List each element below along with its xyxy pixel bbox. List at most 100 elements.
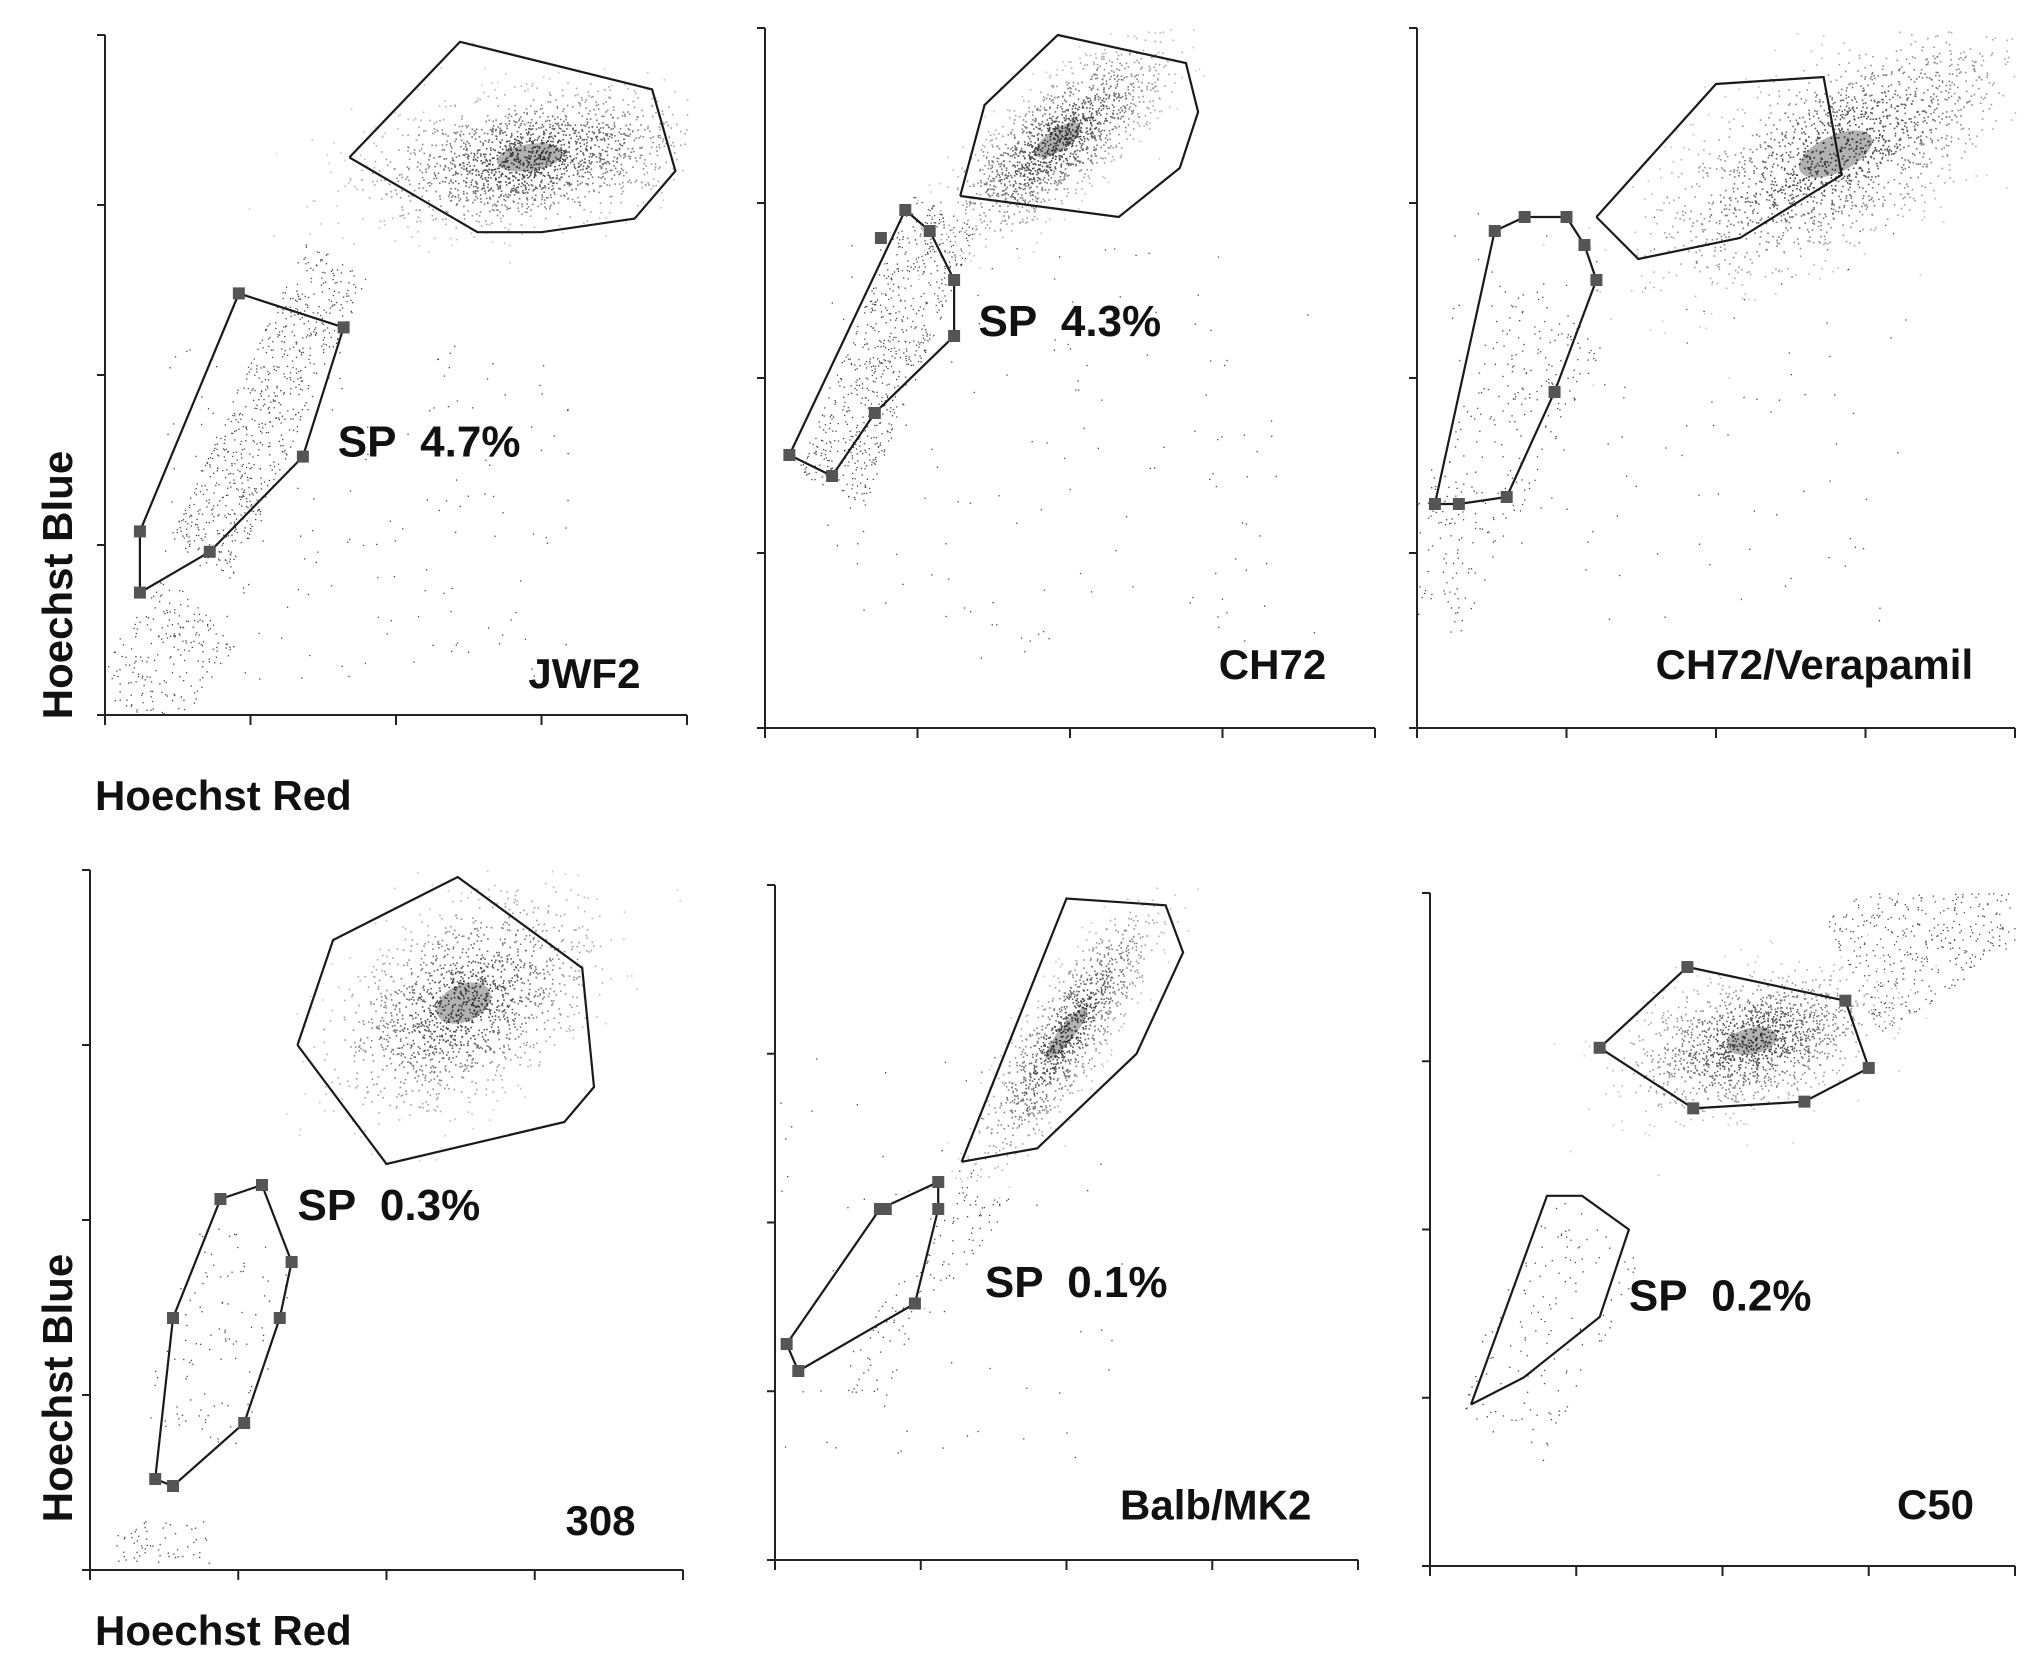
event-dot	[983, 173, 986, 175]
event-dot	[531, 166, 534, 169]
event-dot	[970, 158, 973, 160]
event-dot	[517, 158, 520, 161]
event-dot	[1081, 139, 1083, 141]
event-dot	[180, 530, 182, 532]
event-dot	[224, 435, 226, 437]
event-dot	[397, 180, 400, 182]
event-dot	[537, 205, 539, 208]
event-dot	[923, 271, 925, 273]
event-dot	[378, 170, 381, 172]
event-dot	[1100, 57, 1103, 60]
event-dot	[572, 106, 574, 108]
event-dot	[598, 217, 601, 220]
event-dot	[381, 428, 383, 430]
density-core	[1034, 122, 1081, 158]
event-dot	[885, 277, 888, 279]
event-dot	[879, 442, 882, 444]
event-dot	[1008, 116, 1011, 119]
event-dot	[420, 119, 422, 121]
event-dot	[463, 218, 466, 220]
event-dot	[1081, 200, 1083, 202]
event-dot	[1045, 134, 1047, 136]
event-dot	[509, 152, 512, 154]
event-dot	[867, 399, 869, 401]
event-dot	[924, 240, 926, 242]
event-dot	[565, 134, 567, 136]
event-dot	[1150, 56, 1153, 59]
event-dot	[930, 222, 932, 224]
event-dot	[1007, 153, 1010, 156]
event-dot	[507, 208, 510, 210]
event-dot	[847, 354, 849, 356]
event-dot	[515, 158, 518, 160]
event-dot	[356, 188, 359, 191]
event-dot	[509, 223, 512, 225]
event-dot	[384, 179, 386, 182]
event-dot	[471, 136, 473, 138]
event-dot	[940, 221, 942, 223]
event-dot	[1097, 98, 1100, 101]
event-dot	[988, 164, 991, 166]
event-dot	[249, 477, 251, 479]
event-dot	[820, 455, 822, 457]
event-dot	[544, 186, 547, 189]
event-dot	[849, 358, 852, 360]
event-dot	[869, 360, 871, 363]
event-dot	[928, 248, 930, 250]
event-dot	[1013, 190, 1015, 192]
event-dot	[1037, 108, 1040, 111]
event-dot	[323, 363, 326, 365]
event-dot	[609, 169, 612, 172]
event-dot	[1014, 166, 1017, 168]
event-dot	[428, 159, 430, 161]
event-dot	[150, 642, 152, 645]
event-dot	[571, 189, 573, 191]
event-dot	[1024, 157, 1026, 159]
event-dot	[444, 166, 447, 168]
event-dot	[1034, 142, 1037, 144]
event-dot	[216, 448, 218, 451]
event-dot	[1082, 105, 1084, 108]
event-dot	[980, 148, 983, 151]
event-dot	[492, 148, 495, 151]
event-dot	[1082, 143, 1084, 145]
event-dot	[1053, 128, 1055, 131]
event-dot	[1061, 125, 1063, 127]
event-dot	[454, 124, 456, 126]
event-dot	[616, 157, 619, 159]
event-dot	[582, 176, 585, 178]
event-dot	[1163, 66, 1165, 68]
event-dot	[567, 197, 570, 200]
event-dot	[327, 253, 329, 255]
event-dot	[1095, 77, 1097, 80]
event-dot	[945, 300, 947, 302]
event-dot	[998, 148, 1001, 150]
event-dot	[301, 409, 303, 411]
event-dot	[652, 185, 655, 187]
event-dot	[1024, 185, 1027, 188]
event-dot	[280, 422, 282, 424]
event-dot	[1044, 221, 1047, 223]
event-dot	[338, 291, 340, 294]
event-dot	[1144, 115, 1147, 117]
event-dot	[892, 290, 894, 292]
event-dot	[363, 158, 366, 161]
event-dot	[528, 188, 530, 191]
event-dot	[251, 435, 253, 437]
event-dot	[888, 423, 890, 425]
event-dot	[1072, 113, 1075, 116]
event-dot	[883, 370, 885, 372]
event-dot	[1117, 116, 1119, 119]
event-dot	[242, 587, 245, 589]
event-dot	[1065, 138, 1067, 140]
event-dot	[1129, 83, 1132, 85]
event-dot	[444, 181, 447, 183]
event-dot	[1159, 98, 1161, 100]
event-dot	[474, 192, 477, 195]
event-dot	[1094, 153, 1096, 155]
event-dot	[904, 307, 907, 309]
event-dot	[1021, 163, 1023, 166]
event-dot	[921, 227, 923, 229]
event-dot	[509, 143, 511, 145]
event-dot	[534, 198, 536, 200]
